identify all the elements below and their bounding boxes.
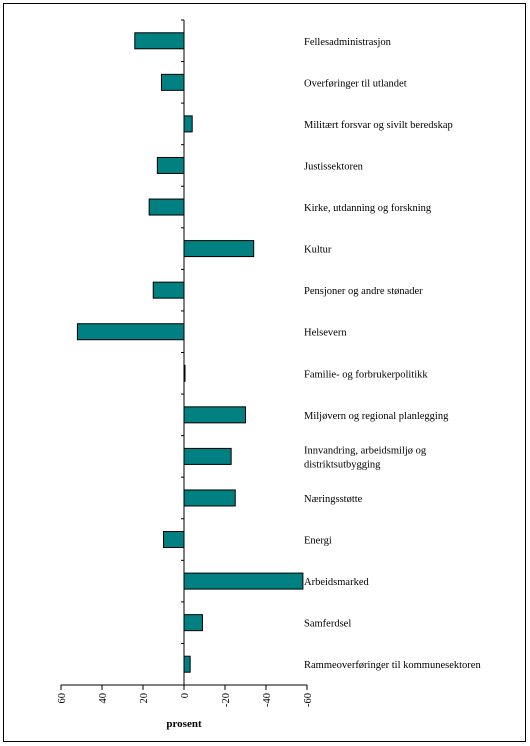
category-label: Familie- og forbrukerpolitikk [304,369,428,380]
bar [183,406,246,424]
category-labels-group: Fellesadministrasjon Overføringer til utl… [304,37,481,671]
bar [183,614,203,632]
bar [183,115,193,133]
bar [148,198,185,216]
bar [183,655,191,673]
x-axis-title: prosent [166,718,202,730]
category-label: Fellesadministrasjon [304,37,392,48]
category-label: Næringsstøtte [304,494,363,505]
bar [134,32,185,50]
x-tick-label: 60 [57,693,68,704]
bar [152,281,185,299]
category-label: Kirke, utdanning og forskning [304,203,432,214]
bar [160,73,185,91]
x-tick-label: -60 [303,693,314,707]
category-label: Overføringer til utlandet [304,78,407,89]
bars-group [76,32,304,673]
bar [183,447,232,465]
category-label: Pensjoner og andre stønader [304,286,423,297]
x-tick-label: -20 [221,693,232,707]
x-tick-label: 40 [98,693,109,704]
category-label: Rammeoverføringer til kommunesektoren [304,660,481,671]
x-tick-label: -40 [262,693,273,707]
axes-group: 60 40 20 0 -20 -40 -60 [57,19,314,707]
category-label: Samferdsel [304,619,351,630]
bar [156,156,185,174]
category-label: Innvandring, arbeidsmiljø og distriktsutb… [304,445,427,470]
category-label: Kultur [304,245,332,256]
category-label: Miljøvern og regional planlegging [304,411,449,422]
bar [76,323,185,341]
bar [163,531,185,549]
bar [183,489,236,507]
x-tick-label: 0 [180,693,191,698]
category-label: Justissektoren [304,161,364,172]
category-label: Militært forsvar og sivilt beredskap [304,120,453,131]
category-label: Helsevern [304,328,347,339]
category-label: Energi [304,536,332,547]
bar [183,240,255,258]
x-tick-label: 20 [139,693,150,704]
category-label: Arbeidsmarked [304,577,369,588]
bar [183,572,304,590]
chart-frame [3,3,526,742]
